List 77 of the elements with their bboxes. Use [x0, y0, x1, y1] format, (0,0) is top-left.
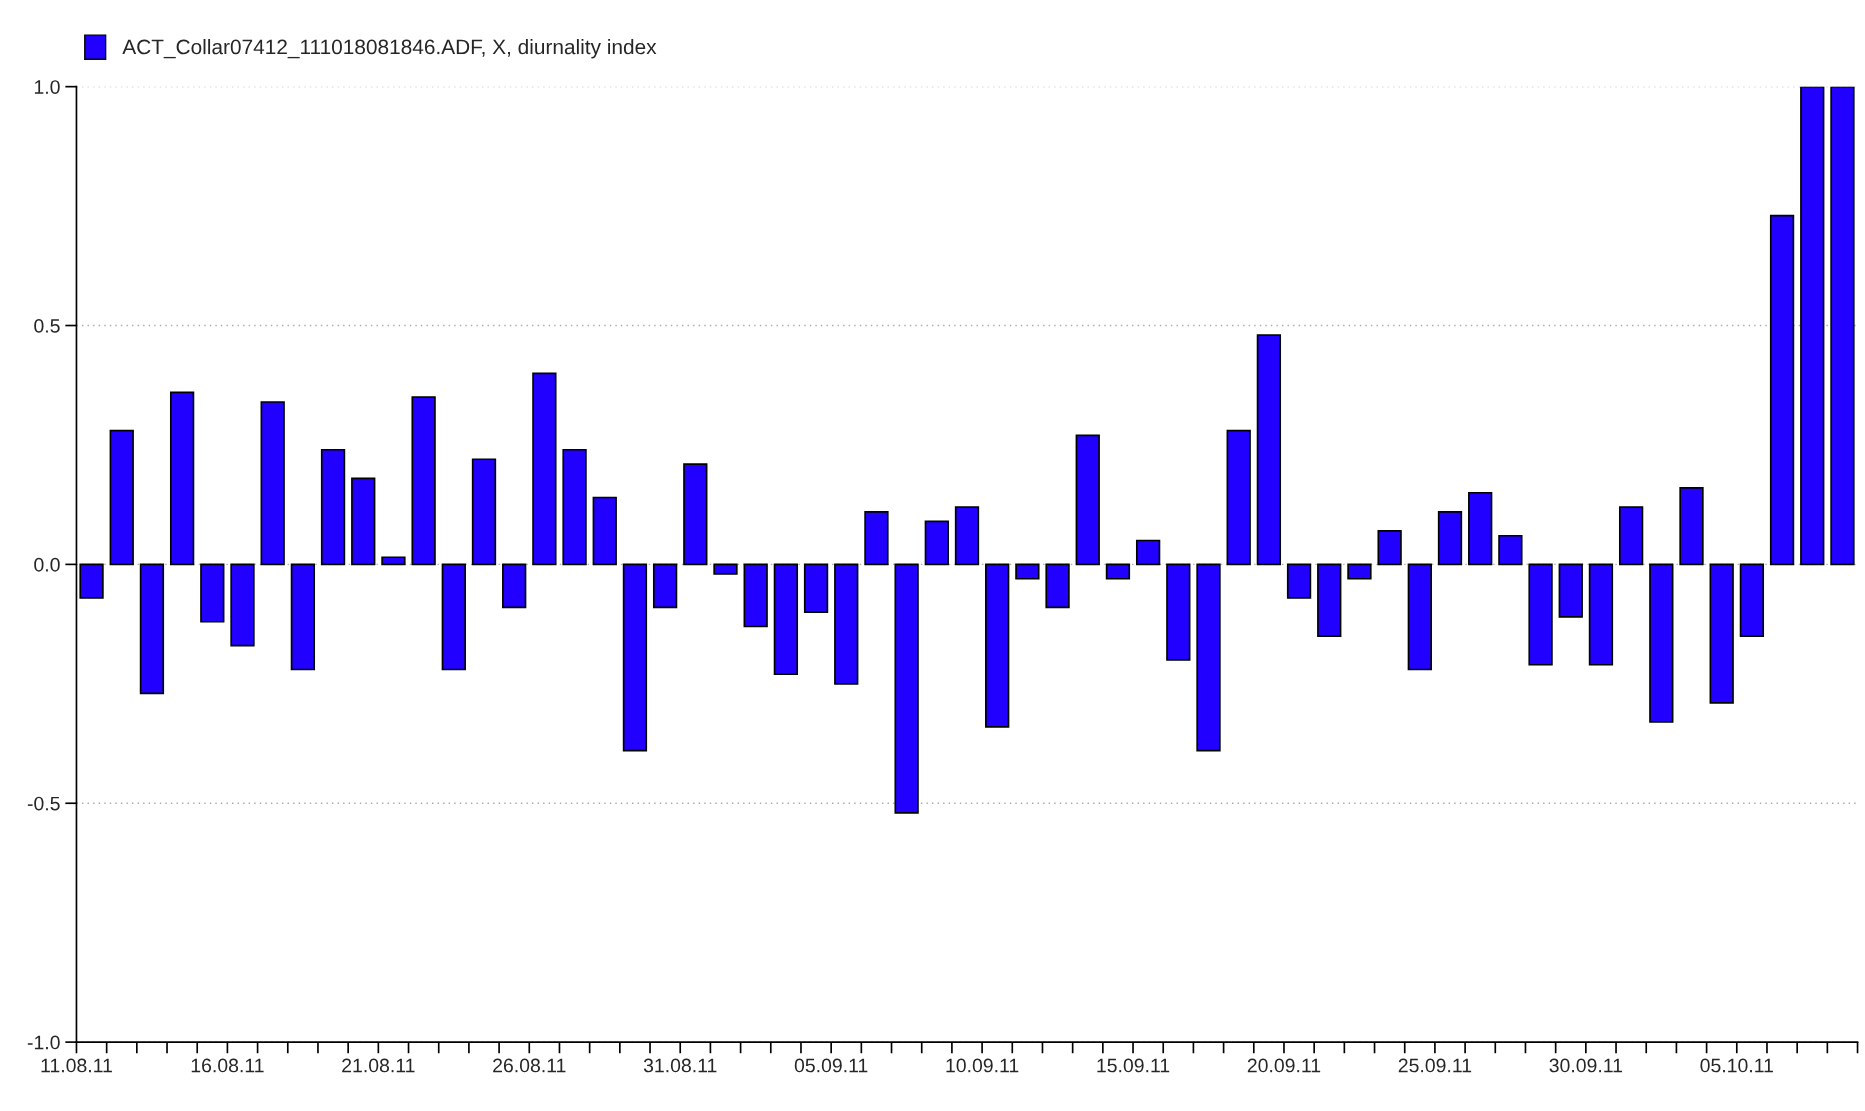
bar: [1196, 563, 1221, 752]
bar: [985, 563, 1010, 728]
bar: [1286, 563, 1312, 599]
bar: [1468, 491, 1493, 566]
bar: [1166, 563, 1191, 661]
bar: [1800, 86, 1825, 566]
bar: [1105, 563, 1131, 580]
y-tick-label: 0.0: [34, 557, 60, 572]
x-tick-label: 25.09.11: [1398, 1058, 1472, 1073]
y-tick-label: -1.0: [27, 1035, 60, 1050]
bar: [1588, 563, 1614, 666]
bar: [1377, 530, 1402, 566]
bar: [1015, 563, 1040, 580]
bar: [532, 372, 557, 566]
bar: [1498, 534, 1523, 566]
bar: [1528, 563, 1553, 666]
bar: [1075, 434, 1100, 566]
bar: [803, 563, 829, 613]
bar: [109, 429, 134, 566]
bar: [502, 563, 527, 609]
bar: [1709, 563, 1734, 704]
x-tick-label: 05.09.11: [794, 1058, 868, 1073]
x-tick-label: 16.08.11: [191, 1058, 264, 1073]
bar: [320, 448, 346, 566]
y-tick-label: 0.5: [34, 318, 60, 333]
bar: [1226, 429, 1251, 566]
bar: [1618, 506, 1644, 566]
bar: [411, 396, 436, 566]
bar: [1407, 563, 1432, 671]
x-tick-label: 11.08.11: [41, 1058, 112, 1073]
bar: [1256, 334, 1282, 566]
bar: [652, 563, 678, 609]
y-tick-label: -0.5: [27, 796, 60, 811]
x-tick-label: 20.09.11: [1247, 1058, 1321, 1073]
bar: [713, 563, 738, 575]
bar: [562, 448, 587, 566]
bar: [1317, 563, 1342, 637]
bar: [381, 556, 406, 566]
x-tick-label: 31.08.11: [643, 1058, 717, 1073]
bar: [200, 563, 225, 623]
bar: [1045, 563, 1070, 609]
bar: [290, 563, 316, 671]
x-tick-label: 05.10.11: [1700, 1058, 1773, 1073]
bar: [834, 563, 859, 685]
bar: [1679, 487, 1704, 566]
x-tick-label: 10.09.11: [946, 1058, 1019, 1073]
x-tick-label: 21.08.11: [342, 1058, 415, 1073]
bar: [1135, 539, 1161, 566]
bar: [169, 391, 195, 566]
bar: [622, 563, 648, 752]
bar: [441, 563, 466, 671]
bar: [773, 563, 799, 676]
bar: [260, 401, 285, 566]
bar: [351, 477, 376, 566]
bar: [683, 463, 708, 566]
bar: [1437, 511, 1463, 566]
bar: [79, 563, 104, 599]
y-tick-label: 1.0: [34, 80, 60, 94]
bar: [864, 511, 889, 566]
x-tick-label: 26.08.11: [493, 1058, 566, 1073]
bar: [924, 520, 949, 566]
legend-label: ACT_Collar07412_111018081846.ADF, X, diurnality index: [122, 39, 657, 59]
bar: [743, 563, 768, 628]
bar: [1739, 563, 1765, 637]
bar: [1769, 214, 1795, 566]
bar: [954, 506, 980, 566]
bar: [592, 496, 617, 566]
bar: [230, 563, 255, 647]
x-tick-label: 30.09.11: [1549, 1058, 1623, 1073]
bar: [471, 458, 497, 566]
bar: [1649, 563, 1674, 723]
bar: [1347, 563, 1372, 580]
bar: [1558, 563, 1583, 618]
bar: [139, 563, 165, 695]
bar: [894, 563, 919, 814]
x-tick-label: 15.09.11: [1097, 1058, 1170, 1073]
bar: [1830, 86, 1855, 566]
